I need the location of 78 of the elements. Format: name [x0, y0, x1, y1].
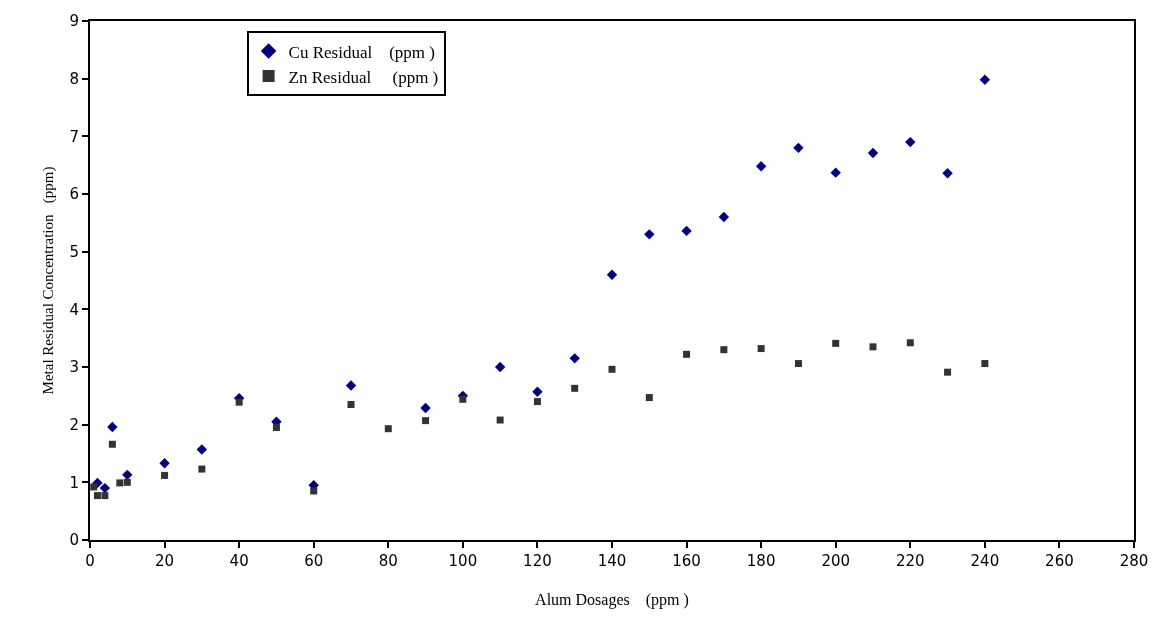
x-tick-label: 120	[523, 552, 552, 570]
point	[942, 168, 953, 179]
point	[496, 416, 504, 424]
y-tick-label: 9	[69, 12, 79, 31]
point	[235, 398, 243, 406]
x-tick-label: 140	[597, 552, 627, 570]
y-tick-label: 2	[69, 415, 79, 434]
x-tick-label: 200	[821, 552, 851, 570]
y-tick-label: 4	[69, 300, 79, 319]
point	[867, 147, 879, 159]
y-tick-label: 8	[69, 69, 79, 88]
point	[533, 398, 541, 406]
x-tick-label: 180	[746, 552, 776, 570]
point	[869, 343, 877, 351]
point	[606, 269, 618, 280]
point	[107, 421, 118, 433]
x-tick-label: 20	[155, 552, 175, 570]
x-axis-title: Alum Dosages (ppm )	[535, 591, 689, 610]
point	[571, 384, 579, 392]
point	[794, 360, 802, 368]
legend-label: Zn Residual (ppm )	[288, 67, 439, 87]
point	[99, 482, 111, 494]
point	[755, 161, 767, 172]
point	[683, 350, 691, 358]
point	[757, 345, 765, 353]
point	[272, 424, 280, 432]
point	[345, 380, 357, 391]
point	[420, 402, 431, 414]
point	[459, 395, 467, 403]
point	[681, 225, 692, 237]
point	[116, 479, 124, 487]
point	[90, 483, 98, 491]
y-tick-label: 5	[69, 242, 79, 261]
y-tick-label: 6	[69, 185, 79, 204]
point	[123, 478, 131, 486]
y-tick-label: 1	[69, 473, 79, 492]
x-tick-label: 40	[229, 552, 249, 570]
x-tick-label: 220	[895, 552, 925, 570]
y-tick-label: 7	[69, 127, 79, 146]
point	[645, 394, 653, 402]
point	[608, 365, 616, 373]
point	[906, 339, 914, 347]
point	[422, 417, 430, 425]
x-tick-label: 260	[1045, 552, 1074, 570]
point	[494, 361, 506, 373]
x-tick-label: 0	[85, 552, 95, 570]
point	[347, 400, 355, 408]
point	[981, 360, 989, 368]
point	[310, 487, 318, 495]
x-tick-label: 80	[378, 552, 398, 570]
point	[793, 142, 804, 154]
point	[720, 346, 728, 354]
point	[384, 425, 392, 433]
point	[532, 386, 543, 397]
point	[569, 353, 580, 364]
y-tick-label: 0	[69, 531, 79, 550]
point	[830, 167, 841, 178]
x-tick-label: 160	[672, 552, 701, 570]
x-tick-label: 60	[304, 552, 324, 570]
x-tick-label: 240	[970, 552, 1000, 570]
legend-label: Cu Residual (ppm )	[288, 42, 435, 62]
y-axis-title: Metal Residual Concentration (ppm)	[40, 166, 58, 395]
point	[198, 465, 206, 473]
point	[644, 229, 655, 240]
point	[159, 458, 170, 469]
point	[101, 492, 109, 500]
point	[718, 211, 730, 223]
x-tick-label: 100	[448, 552, 478, 570]
point	[161, 471, 169, 479]
point	[979, 74, 991, 86]
y-tick-label: 3	[69, 358, 79, 377]
point	[832, 339, 840, 347]
point	[93, 492, 101, 500]
point	[108, 440, 116, 448]
point	[905, 136, 916, 148]
point	[944, 368, 952, 376]
x-tick-label: 280	[1119, 552, 1149, 570]
point	[196, 444, 208, 455]
